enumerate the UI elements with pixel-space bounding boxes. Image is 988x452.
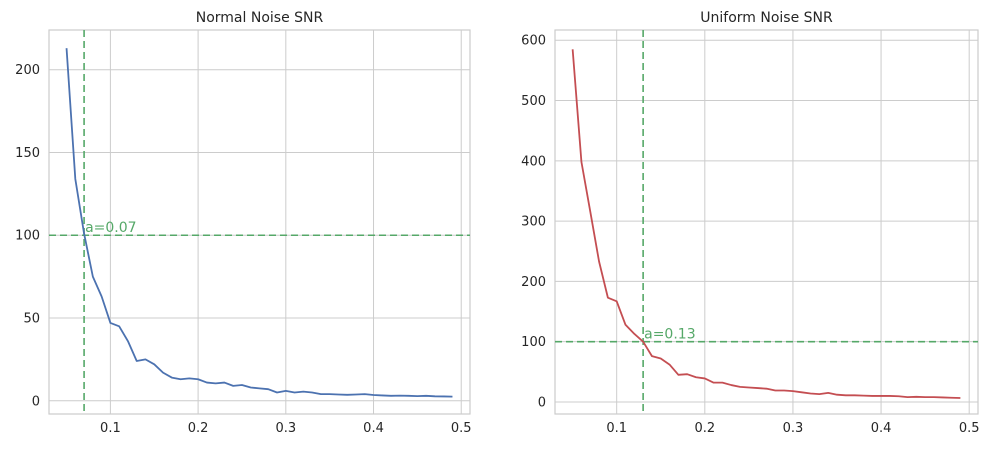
threshold-annotation: a=0.13	[644, 327, 695, 343]
chart-panel-2: 0.1 0.2 0.3 0.4 0.5 0 100 200 300 400 500 600 Unifor…	[521, 10, 979, 436]
x-tick-label: 0.3	[275, 421, 296, 436]
y-tick-label: 600	[521, 34, 546, 49]
y-tick-label: 100	[15, 229, 40, 244]
plot-frame	[554, 29, 979, 415]
y-tick-label: 0	[32, 394, 40, 409]
x-tick-label: 0.2	[694, 421, 715, 436]
y-tick-label: 200	[521, 275, 546, 290]
y-tick-label: 500	[521, 94, 546, 109]
x-tick-label: 0.1	[606, 421, 627, 436]
y-tick-label: 50	[23, 312, 40, 327]
threshold-annotation: a=0.07	[85, 220, 136, 236]
x-tick-label: 0.5	[451, 421, 472, 436]
x-tick-label: 0.2	[188, 421, 209, 436]
series-line	[65, 48, 453, 398]
chart-title: Uniform Noise SNR	[700, 10, 833, 26]
plot-frame	[48, 29, 471, 415]
y-tick-label: 300	[521, 215, 546, 230]
y-tick-label: 400	[521, 154, 546, 169]
x-tick-label: 0.1	[100, 421, 121, 436]
x-tick-label: 0.4	[871, 421, 892, 436]
series-line	[571, 49, 961, 399]
x-tick-label: 0.4	[363, 421, 384, 436]
chart-title: Normal Noise SNR	[196, 10, 324, 26]
x-tick-label: 0.3	[783, 421, 804, 436]
y-tick-label: 100	[521, 335, 546, 350]
chart-panel-1: 0.1 0.2 0.3 0.4 0.5 0 50 100 150 200 Normal Noise …	[15, 10, 471, 436]
y-tick-label: 150	[15, 146, 40, 161]
y-tick-label: 200	[15, 63, 40, 78]
x-tick-label: 0.5	[959, 421, 980, 436]
y-tick-label: 0	[538, 395, 546, 410]
